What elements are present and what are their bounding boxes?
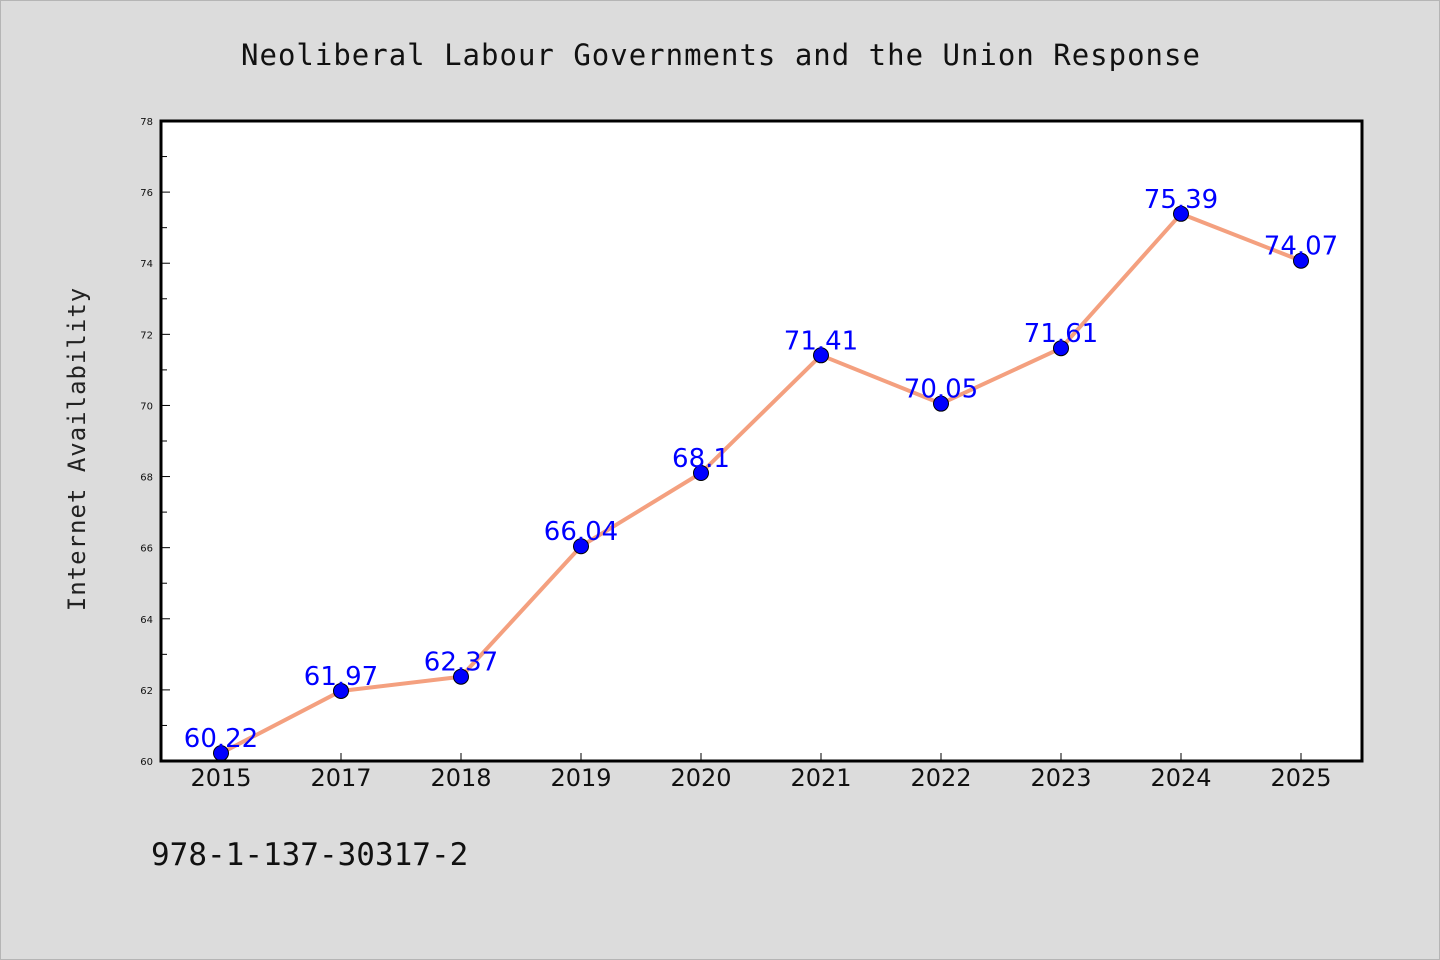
- data-label: 74.07: [1264, 232, 1338, 262]
- x-tick-label: 2019: [550, 764, 611, 792]
- x-tick-label: 2022: [910, 764, 971, 792]
- x-tick-label: 2023: [1030, 764, 1091, 792]
- x-tick-label: 2025: [1270, 764, 1331, 792]
- data-label: 68.1: [672, 444, 730, 474]
- y-tick-label: 76: [140, 188, 153, 199]
- plot-area: [161, 121, 1362, 761]
- x-tick-label: 2015: [190, 764, 251, 792]
- x-tick-label: 2017: [310, 764, 371, 792]
- data-point: [333, 682, 349, 699]
- data-label: 75.39: [1144, 185, 1218, 215]
- data-point: [1293, 252, 1309, 269]
- x-tick-label: 2024: [1150, 764, 1211, 792]
- chart-title: Neoliberal Labour Governments and the Un…: [241, 38, 1201, 72]
- x-tick-label: 2018: [430, 764, 491, 792]
- y-tick-label: 68: [140, 473, 153, 484]
- data-point: [573, 538, 589, 555]
- data-point: [1173, 205, 1189, 222]
- data-label: 61.97: [304, 662, 378, 692]
- y-tick-label: 78: [140, 117, 153, 128]
- y-tick-label: 72: [140, 330, 153, 341]
- x-axis-ticks: 2015 2017 2018 2019 2020 2021 2022 2023 2024 2025: [190, 753, 1332, 792]
- data-label: 66.04: [544, 517, 618, 547]
- plot-frame: [159, 119, 1364, 763]
- data-point: [693, 465, 709, 481]
- x-tick-label: 2020: [670, 764, 731, 792]
- x-tick-label: 2021: [790, 764, 851, 792]
- y-tick-label: 64: [140, 615, 153, 626]
- y-tick-label: 66: [140, 544, 153, 555]
- y-axis-label: Internet Availability: [63, 287, 91, 611]
- data-point: [1053, 340, 1069, 357]
- footer-code: 978-1-137-30317-2: [151, 837, 468, 873]
- data-label: 71.61: [1024, 319, 1098, 349]
- y-tick-label: 62: [140, 686, 153, 697]
- data-label: 71.41: [784, 326, 858, 356]
- data-label: 62.37: [424, 648, 498, 678]
- data-point: [933, 395, 949, 412]
- data-label: 70.05: [904, 375, 978, 405]
- data-label: 60.22: [184, 724, 258, 754]
- data-point: [453, 668, 469, 685]
- y-tick-label: 60: [140, 757, 153, 768]
- series-layer: 60.22 61.97 62.37 66.04 68.1 71.41 70.05 71.61 7…: [184, 185, 1338, 762]
- y-tick-label: 70: [140, 401, 153, 412]
- y-tick-label: 74: [140, 259, 153, 270]
- series-line: [219, 211, 1303, 756]
- data-point: [813, 347, 829, 364]
